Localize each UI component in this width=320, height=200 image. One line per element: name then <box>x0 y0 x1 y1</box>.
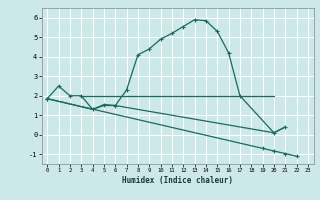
X-axis label: Humidex (Indice chaleur): Humidex (Indice chaleur) <box>122 176 233 185</box>
